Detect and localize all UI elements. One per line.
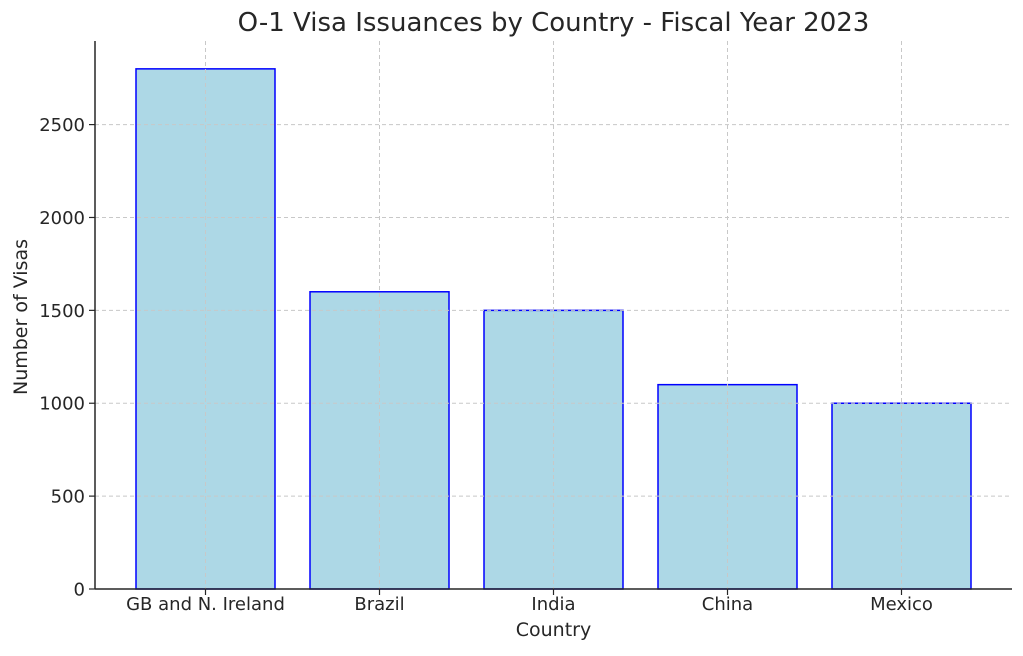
y-tick-label: 0 <box>74 580 85 601</box>
chart-title: O-1 Visa Issuances by Country - Fiscal Y… <box>238 8 870 38</box>
y-tick-label: 2500 <box>39 115 85 136</box>
ticks: 0 500 1000 1500 2000 2500 GB and N. Ireland Bra… <box>39 115 933 615</box>
y-tick-label: 1000 <box>39 394 85 415</box>
x-tick-label: China <box>702 594 753 615</box>
x-tick-label: Mexico <box>870 594 933 615</box>
x-tick-label: GB and N. Ireland <box>126 594 285 615</box>
y-tick-label: 500 <box>51 487 85 508</box>
x-tick-label: Brazil <box>354 594 404 615</box>
y-tick-label: 2000 <box>39 208 85 229</box>
y-axis-label: Number of Visas <box>10 239 32 395</box>
x-tick-label: India <box>531 594 575 615</box>
x-axis-label: Country <box>516 619 591 641</box>
y-tick-label: 1500 <box>39 301 85 322</box>
